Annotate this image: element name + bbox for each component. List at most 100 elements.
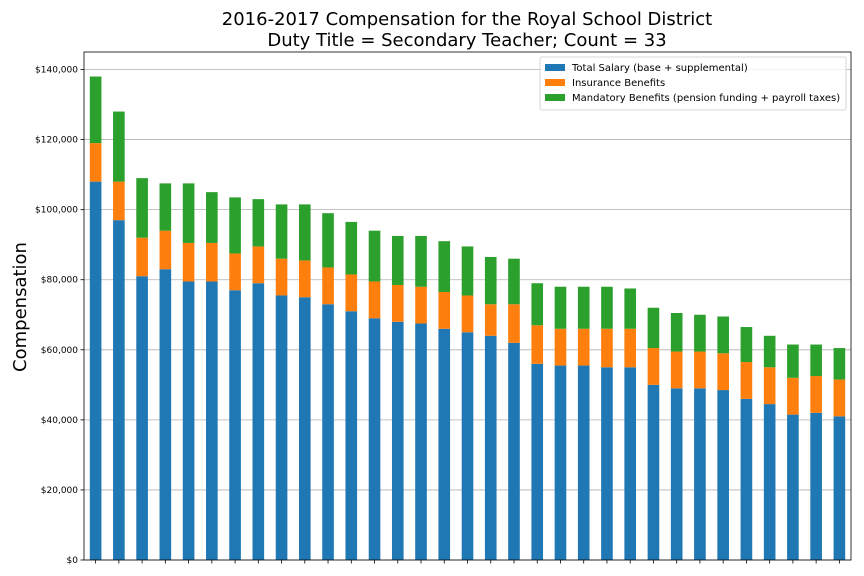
bar-segment-3 <box>415 235 427 287</box>
bar-segment-3 <box>206 192 218 243</box>
bar-segment-2 <box>136 237 148 277</box>
bar-segment-1 <box>345 311 358 560</box>
bar-segment-1 <box>415 323 427 560</box>
bar-segment-3 <box>763 335 776 368</box>
bar-segment-3 <box>508 258 520 305</box>
bar-segment-2 <box>252 246 265 284</box>
bar-segment-2 <box>182 242 195 282</box>
bar-segment-2 <box>298 260 311 298</box>
bar-segment-2 <box>275 258 288 296</box>
bar-segment-1 <box>763 404 776 560</box>
bar-segment-2 <box>787 377 799 415</box>
bar-segment-1 <box>694 388 706 560</box>
bar-segment-1 <box>298 297 311 560</box>
bar-segment-2 <box>206 242 218 282</box>
y-tick-label: $120,000 <box>35 136 78 146</box>
bar-segment-3 <box>322 213 334 268</box>
bar-segment-2 <box>810 376 822 413</box>
bar-segment-3 <box>345 221 358 275</box>
bar-segment-2 <box>345 274 358 312</box>
plot-frame <box>83 51 852 561</box>
bar-segment-1 <box>229 290 241 560</box>
bar-segment-1 <box>810 412 822 560</box>
bar-segment-3 <box>787 344 799 378</box>
bar-segment-3 <box>391 235 404 285</box>
chart-subtitle: Duty Title = Secondary Teacher; Count = … <box>267 30 666 51</box>
bar-segment-3 <box>89 76 102 144</box>
bar-segment-2 <box>531 325 544 364</box>
bar-segment-3 <box>531 283 544 326</box>
bar-segment-1 <box>787 414 799 560</box>
bar-segment-3 <box>229 197 241 254</box>
bar-segment-1 <box>391 321 404 560</box>
bar-segment-2 <box>368 281 381 319</box>
bar-segment-2 <box>438 291 451 329</box>
bar-segment-3 <box>554 286 567 329</box>
bar-segment-2 <box>624 328 637 368</box>
bar-segment-2 <box>229 253 241 291</box>
y-tick-label: $40,000 <box>41 416 78 426</box>
bar-segment-1 <box>438 328 451 560</box>
bar-segment-2 <box>322 267 334 305</box>
legend-box <box>539 56 847 111</box>
y-tick-label: $100,000 <box>35 206 78 216</box>
legend-swatch <box>545 79 565 86</box>
bar-segment-3 <box>113 111 125 182</box>
bar-segment-1 <box>275 295 288 560</box>
bar-segment-3 <box>740 327 753 363</box>
bar-segment-1 <box>252 283 265 560</box>
bar-segment-3 <box>810 344 822 377</box>
y-tick-label: $140,000 <box>35 66 78 76</box>
bar-segment-2 <box>415 286 427 324</box>
bar-segment-3 <box>670 313 683 352</box>
y-tick-label: $60,000 <box>41 346 78 356</box>
bar-segment-3 <box>577 286 590 329</box>
bar-segment-3 <box>833 348 846 380</box>
bar-segment-1 <box>113 220 125 560</box>
bar-segment-3 <box>484 256 497 305</box>
chart-title: 2016-2017 Compensation for the Royal Sch… <box>222 9 712 30</box>
bars <box>89 76 846 561</box>
bar-segment-3 <box>694 314 706 352</box>
bar-segment-2 <box>833 379 846 417</box>
bar-segment-2 <box>554 328 567 366</box>
bar-segment-2 <box>113 181 125 221</box>
bar-segment-2 <box>694 351 706 389</box>
bar-segment-3 <box>368 230 381 282</box>
bar-segment-1 <box>531 363 544 560</box>
bar-segment-1 <box>624 367 637 560</box>
bar-segment-2 <box>159 230 172 270</box>
legend-swatch <box>545 94 565 101</box>
bar-segment-2 <box>89 143 102 182</box>
bar-segment-1 <box>136 276 148 560</box>
bar-segment-1 <box>670 388 683 560</box>
bar-segment-2 <box>763 367 776 405</box>
bar-segment-2 <box>461 295 474 333</box>
y-axis-label: Compensation <box>10 242 31 372</box>
bar-segment-3 <box>252 199 265 247</box>
bar-segment-1 <box>368 318 381 560</box>
bar-segment-1 <box>89 181 102 561</box>
bar-segment-2 <box>670 351 683 389</box>
bar-segment-1 <box>577 365 590 560</box>
bar-segment-1 <box>461 332 474 560</box>
bar-segment-2 <box>717 353 729 391</box>
bar-segment-2 <box>577 328 590 366</box>
bar-segment-3 <box>298 204 311 261</box>
bar-segment-1 <box>182 281 195 560</box>
bar-segment-2 <box>601 328 613 368</box>
bar-segment-1 <box>554 365 567 560</box>
bar-segment-1 <box>717 390 729 560</box>
bar-segment-3 <box>647 307 660 349</box>
bar-segment-1 <box>206 281 218 560</box>
bar-segment-1 <box>484 335 497 560</box>
bar-segment-3 <box>438 241 451 292</box>
legend-label: Mandatory Benefits (pension funding + pa… <box>572 93 840 104</box>
bar-segment-1 <box>601 367 613 560</box>
legend: Total Salary (base + supplemental) Insura… <box>539 56 847 111</box>
bar-segment-1 <box>647 384 660 560</box>
bar-segment-2 <box>508 304 520 343</box>
bar-segment-1 <box>740 398 753 560</box>
legend-label: Total Salary (base + supplemental) <box>571 63 748 74</box>
